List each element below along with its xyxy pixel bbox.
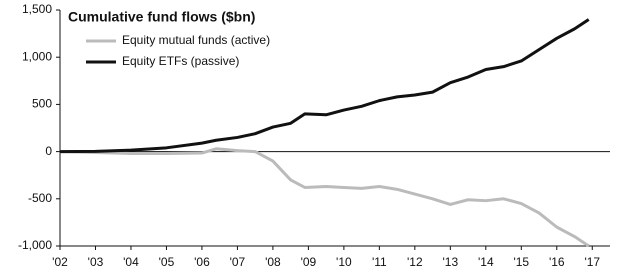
x-tick-label: '03 xyxy=(88,255,104,269)
x-tick-label: '12 xyxy=(407,255,423,269)
x-tick-label: '10 xyxy=(336,255,352,269)
x-tick-label: '15 xyxy=(513,255,529,269)
x-tick-label: '11 xyxy=(372,255,387,269)
legend-label: Equity mutual funds (active) xyxy=(122,33,270,47)
x-tick-label: '13 xyxy=(443,255,459,269)
x-tick-label: '16 xyxy=(549,255,565,269)
x-tick-label: '06 xyxy=(194,255,210,269)
y-tick-label: 1,500 xyxy=(22,2,52,16)
x-tick-label: '07 xyxy=(230,255,246,269)
chart-title: Cumulative fund flows ($bn) xyxy=(68,9,255,25)
x-tick-label: '17 xyxy=(584,255,600,269)
y-tick-label: 1,000 xyxy=(22,49,52,63)
series-line xyxy=(59,147,590,248)
series-line xyxy=(59,18,590,154)
x-tick-label: '04 xyxy=(123,255,139,269)
y-tick-label: -500 xyxy=(28,191,52,205)
y-tick-label: 0 xyxy=(45,144,52,158)
x-tick-label: '05 xyxy=(159,255,175,269)
x-tick-label: '02 xyxy=(52,255,68,269)
x-tick-label: '08 xyxy=(265,255,281,269)
x-tick-label: '09 xyxy=(301,255,317,269)
y-tick-label: 500 xyxy=(32,97,52,111)
y-tick-label: -1,000 xyxy=(18,238,52,252)
x-tick-label: '14 xyxy=(478,255,494,269)
legend-label: Equity ETFs (passive) xyxy=(122,54,239,68)
